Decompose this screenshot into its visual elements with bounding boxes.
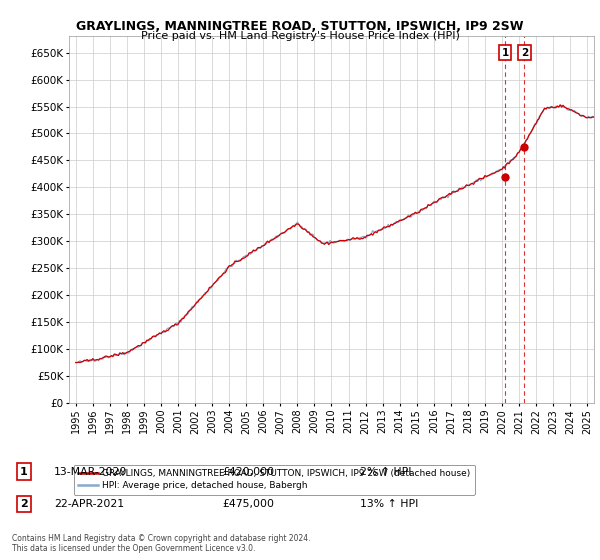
Text: Contains HM Land Registry data © Crown copyright and database right 2024.
This d: Contains HM Land Registry data © Crown c…: [12, 534, 311, 553]
Text: 22-APR-2021: 22-APR-2021: [54, 499, 124, 509]
Text: £420,000: £420,000: [222, 466, 274, 477]
Text: 2: 2: [20, 499, 28, 509]
Text: 1: 1: [502, 48, 509, 58]
Text: 1: 1: [20, 466, 28, 477]
Text: 2: 2: [521, 48, 528, 58]
Text: 13-MAR-2020: 13-MAR-2020: [54, 466, 127, 477]
Text: 13% ↑ HPI: 13% ↑ HPI: [360, 499, 418, 509]
Legend: GRAYLINGS, MANNINGTREE ROAD, STUTTON, IPSWICH, IP9 2SW (detached house), HPI: Av: GRAYLINGS, MANNINGTREE ROAD, STUTTON, IP…: [74, 465, 475, 494]
Text: £475,000: £475,000: [222, 499, 274, 509]
Text: Price paid vs. HM Land Registry's House Price Index (HPI): Price paid vs. HM Land Registry's House …: [140, 31, 460, 41]
Text: 2% ↑ HPI: 2% ↑ HPI: [360, 466, 412, 477]
Text: GRAYLINGS, MANNINGTREE ROAD, STUTTON, IPSWICH, IP9 2SW: GRAYLINGS, MANNINGTREE ROAD, STUTTON, IP…: [76, 20, 524, 32]
